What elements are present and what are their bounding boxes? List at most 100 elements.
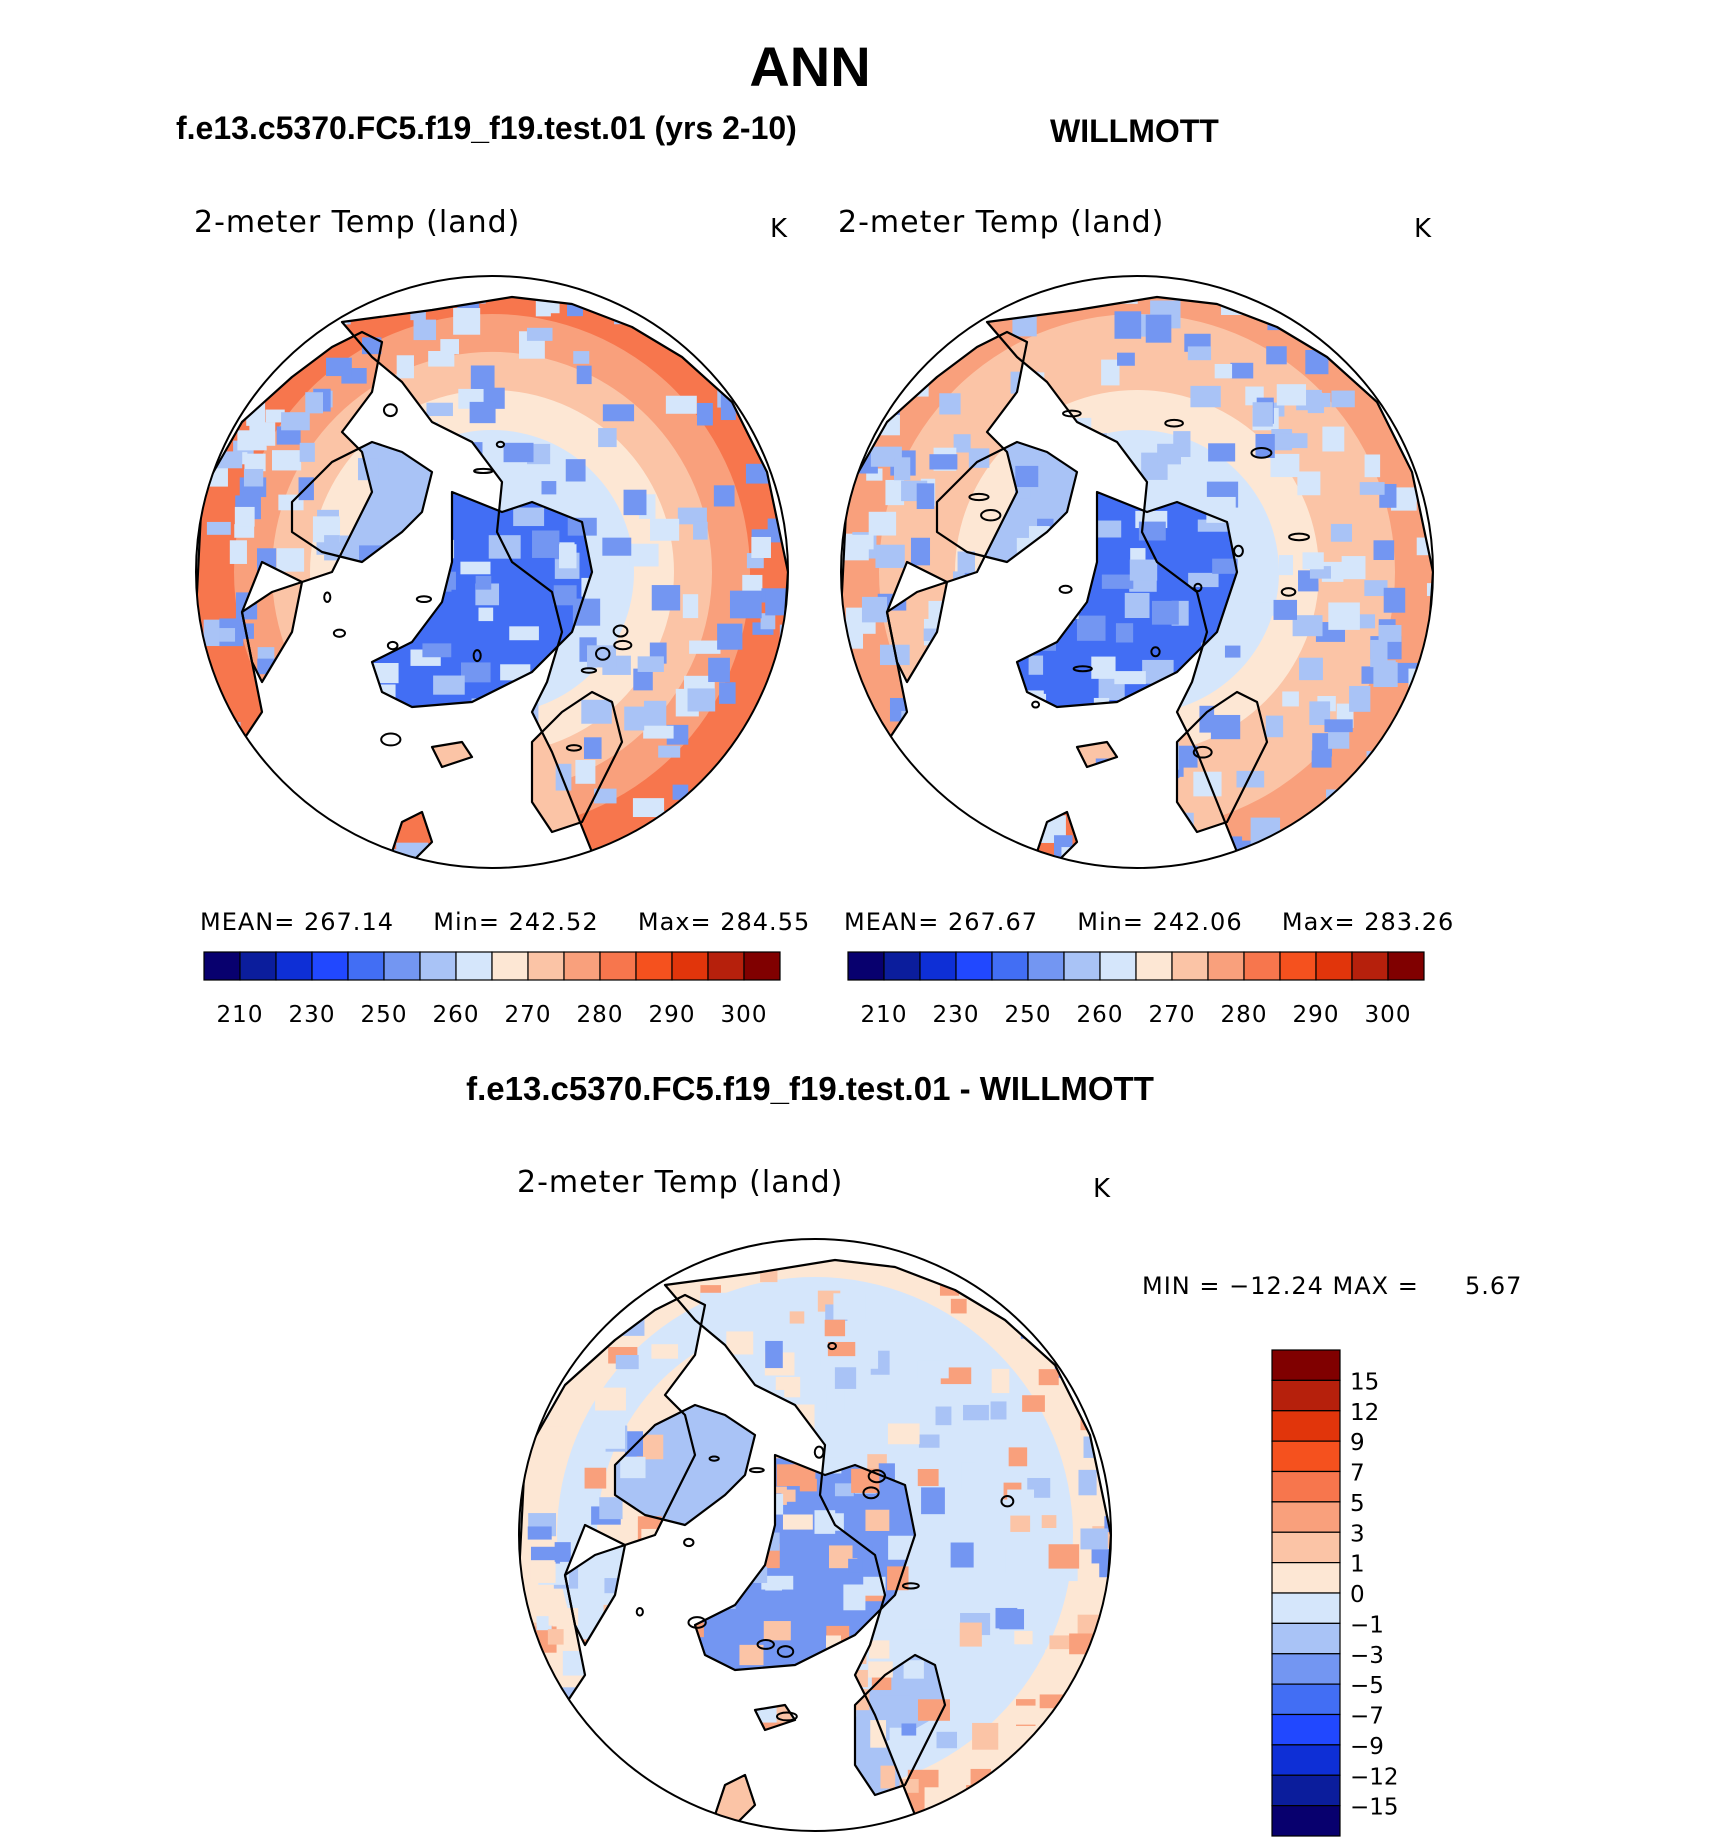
diff-grid-cell (606, 1290, 629, 1306)
model-island (382, 403, 398, 418)
diff-grid-cell (814, 1510, 836, 1534)
diff-grid-cell (765, 1340, 783, 1369)
model-grid-cell (213, 794, 243, 814)
model-grid-cell (460, 662, 491, 683)
model-grid-cell (677, 507, 707, 525)
obs-grid-cell (1265, 715, 1284, 738)
obs-grid-cell (1364, 580, 1388, 597)
diff-colorbar-box (1271, 1349, 1341, 1381)
model-grid-cell (216, 342, 235, 361)
model-grid-cell (581, 699, 612, 724)
diff-island (862, 1486, 880, 1500)
model-grid-cell (651, 830, 672, 845)
model-grid-cell (771, 771, 788, 786)
model-grid-cell (470, 365, 495, 389)
model-colorbar-tick: 230 (289, 1002, 336, 1028)
diff-grid-cell (834, 1483, 854, 1497)
obs-colorbar-tick: 250 (1005, 1002, 1052, 1028)
model-grid-cell (635, 852, 654, 862)
model-colorbar-tick: 260 (433, 1002, 480, 1028)
diff-grid-cell (993, 1777, 1016, 1798)
obs-grid-cell (1383, 587, 1406, 613)
diff-grid-cell (935, 1406, 952, 1426)
diff-island (708, 1455, 720, 1462)
model-grid-cell (765, 688, 788, 716)
diff-island (867, 1469, 887, 1484)
model-grid-cell (687, 819, 711, 835)
obs-grid-cell (851, 319, 883, 335)
diff-grid-cell (959, 1622, 982, 1647)
model-grid-cell (624, 706, 645, 731)
model-island (386, 640, 399, 651)
obs-grid-cell (968, 448, 990, 468)
diff-grid-cell (1037, 1272, 1063, 1285)
obs-grid-cell (1095, 520, 1122, 538)
obs-grid-cell (1363, 856, 1392, 862)
obs-grid-cell (1402, 744, 1418, 764)
diff-grid-cell (1088, 1650, 1105, 1667)
model-coastlines (196, 295, 788, 864)
diff-grid-cell (970, 1768, 992, 1796)
obs-grid-cell (1416, 785, 1433, 802)
diff-coastline-america2 (563, 1543, 627, 1647)
obs-grid-cell (1375, 362, 1407, 376)
diff-grid-cell (827, 1341, 856, 1357)
obs-grid-cell (842, 353, 871, 368)
model-grid-cell (460, 561, 491, 575)
model-grid-cell (281, 297, 307, 304)
obs-grid-cell (1101, 359, 1120, 386)
model-grid-cell (706, 838, 722, 859)
obs-map-border (840, 275, 1434, 869)
model-grid-cell (670, 855, 689, 862)
diff-grid-cell (584, 1467, 607, 1489)
diff-grid-cell (862, 1350, 879, 1369)
diff-grid-cell (726, 1331, 754, 1355)
diff-island (827, 1341, 837, 1351)
diff-colorbar-tick: −9 (1350, 1734, 1384, 1760)
obs-polar-map (841, 276, 1433, 868)
obs-grid-cell (1297, 471, 1321, 496)
diff-island (748, 1467, 765, 1474)
model-grid-cell (682, 594, 699, 619)
diff-colorbar-tick: 1 (1350, 1552, 1365, 1578)
diff-colorbar-tick: −3 (1350, 1643, 1384, 1669)
model-polar-map (196, 276, 788, 868)
diff-grid-cell (865, 1509, 890, 1531)
model-grid-cell (215, 735, 237, 749)
model-colorbar-box (635, 951, 673, 981)
model-grid-cell (440, 339, 460, 355)
model-colorbar-tick: 280 (577, 1002, 624, 1028)
model-colorbar-box (455, 951, 493, 981)
model-island (580, 667, 598, 674)
model-grid-cell (710, 813, 738, 837)
obs-grid-cell (1012, 316, 1037, 337)
obs-grid-cell (1331, 390, 1355, 408)
diff-grid-cell (536, 1616, 552, 1631)
obs-min-value: 242.06 (1152, 908, 1243, 936)
obs-grid-cell (1328, 728, 1350, 749)
diff-colorbar-box (1271, 1531, 1341, 1564)
obs-grid-cell (885, 837, 907, 855)
diff-grid-cell (576, 1488, 599, 1502)
diff-units-label: K (1093, 1174, 1111, 1204)
obs-grid-cell (1224, 645, 1241, 658)
diff-grid-cell (620, 1456, 646, 1479)
obs-colorbar-box (1387, 951, 1425, 981)
model-colorbar-box (203, 951, 241, 981)
obs-colorbar-box (1027, 951, 1065, 981)
model-grid-cell (249, 422, 276, 446)
diff-grid-cell (999, 1609, 1025, 1630)
model-mean-value: 267.14 (304, 908, 394, 936)
model-grid-cell (509, 626, 539, 641)
obs-colorbar-box (1063, 951, 1101, 981)
model-grid-cell (229, 540, 247, 564)
diff-grid-cell (547, 1629, 564, 1645)
main-title: ANN (749, 35, 871, 98)
diff-grid-cell (593, 1422, 625, 1449)
diff-minmax-text: MIN = −12.24 MAX = (1142, 1272, 1419, 1300)
model-grid-cell (629, 543, 659, 567)
diff-grid-cell (615, 1355, 639, 1370)
diff-grid-cell (826, 1384, 845, 1411)
obs-grid-cell (1305, 350, 1329, 375)
diff-grid-cell (1010, 1515, 1031, 1532)
